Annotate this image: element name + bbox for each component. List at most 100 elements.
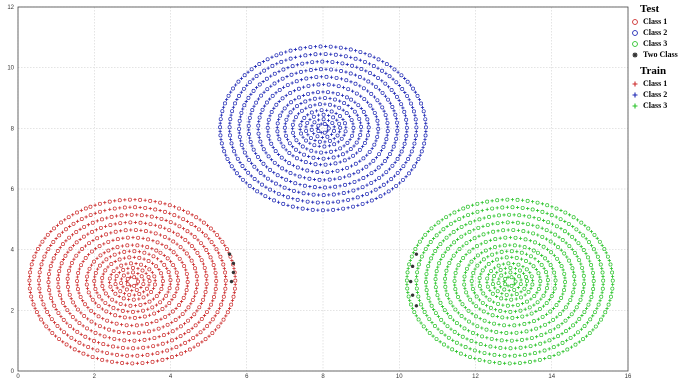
train-point bbox=[257, 136, 261, 140]
test-point bbox=[525, 222, 530, 227]
train-point bbox=[344, 46, 348, 51]
test-point bbox=[233, 278, 238, 283]
test-point bbox=[326, 200, 330, 205]
train-point bbox=[115, 286, 119, 290]
test-point bbox=[495, 289, 500, 294]
test-point bbox=[361, 86, 366, 91]
test-point bbox=[76, 307, 80, 312]
train-point bbox=[514, 297, 518, 301]
train-point bbox=[66, 333, 70, 337]
test-point bbox=[395, 156, 400, 161]
test-point bbox=[369, 171, 374, 176]
train-point bbox=[552, 253, 556, 258]
test-point bbox=[313, 52, 318, 57]
test-point bbox=[348, 147, 353, 152]
test-point bbox=[306, 83, 311, 88]
train-point bbox=[414, 314, 418, 318]
train-point bbox=[292, 135, 296, 139]
test-point bbox=[341, 191, 346, 195]
test-point bbox=[305, 120, 310, 125]
test-point bbox=[177, 224, 182, 229]
train-point bbox=[92, 283, 97, 287]
train-point bbox=[560, 322, 564, 326]
train-point bbox=[364, 113, 368, 118]
train-point bbox=[355, 151, 359, 155]
test-point bbox=[357, 75, 362, 79]
test-point bbox=[576, 330, 580, 335]
train-point bbox=[42, 321, 46, 325]
train-point bbox=[347, 156, 351, 160]
train-point bbox=[523, 293, 527, 297]
test-point bbox=[32, 254, 37, 259]
circle-marker-icon bbox=[632, 40, 638, 47]
train-point bbox=[598, 299, 602, 303]
train-point bbox=[411, 251, 416, 255]
test-point bbox=[488, 344, 493, 349]
test-point bbox=[308, 136, 313, 140]
test-point bbox=[375, 118, 380, 123]
test-point bbox=[362, 59, 367, 64]
train-point bbox=[321, 201, 325, 205]
test-point bbox=[280, 96, 285, 101]
test-point bbox=[160, 357, 165, 362]
test-point bbox=[371, 158, 376, 163]
train-point bbox=[136, 271, 140, 276]
test-point bbox=[474, 304, 479, 309]
train-point bbox=[349, 80, 353, 84]
train-point bbox=[404, 138, 408, 142]
test-point bbox=[332, 128, 336, 133]
test-point bbox=[275, 173, 280, 178]
train-point bbox=[551, 290, 556, 294]
train-point bbox=[228, 121, 232, 125]
test-point bbox=[199, 258, 204, 263]
test-point bbox=[63, 253, 68, 258]
test-point bbox=[102, 334, 107, 339]
data-points bbox=[27, 44, 615, 366]
train-point bbox=[533, 359, 537, 363]
train-point bbox=[85, 278, 89, 283]
train-point bbox=[302, 176, 307, 180]
train-point bbox=[101, 317, 105, 321]
test-point bbox=[135, 243, 140, 248]
train-point bbox=[270, 55, 274, 59]
test-point bbox=[247, 115, 252, 120]
train-point bbox=[341, 108, 345, 112]
train-point bbox=[588, 299, 592, 303]
train-point bbox=[319, 122, 323, 126]
train-point bbox=[596, 321, 601, 325]
train-point bbox=[136, 309, 140, 314]
test-point bbox=[505, 303, 510, 308]
train-point bbox=[538, 275, 542, 279]
test-point bbox=[125, 243, 130, 248]
test-point bbox=[495, 221, 500, 226]
train-point bbox=[106, 265, 110, 269]
test-point bbox=[124, 287, 129, 292]
test-point bbox=[65, 276, 70, 281]
test-point bbox=[500, 315, 505, 320]
train-point bbox=[286, 66, 290, 70]
test-point bbox=[185, 229, 190, 234]
test-point bbox=[457, 247, 462, 251]
train-point bbox=[314, 109, 319, 113]
test-point bbox=[497, 361, 502, 365]
test-point bbox=[211, 263, 216, 267]
test-point bbox=[593, 324, 598, 329]
train-point bbox=[560, 332, 564, 336]
test-point bbox=[226, 93, 231, 98]
test-point bbox=[445, 246, 450, 251]
train-point bbox=[423, 137, 427, 142]
train-point bbox=[170, 347, 174, 351]
train-point bbox=[165, 340, 170, 344]
test-point bbox=[468, 297, 473, 302]
train-point bbox=[544, 331, 548, 335]
train-point bbox=[601, 283, 605, 287]
test-point bbox=[221, 294, 226, 299]
train-point bbox=[531, 200, 535, 204]
train-point bbox=[169, 259, 173, 264]
train-point bbox=[415, 243, 420, 247]
train-point bbox=[160, 283, 165, 287]
train-point bbox=[523, 360, 527, 365]
train-point bbox=[454, 250, 459, 254]
test-point bbox=[201, 297, 206, 302]
train-point bbox=[323, 178, 327, 182]
